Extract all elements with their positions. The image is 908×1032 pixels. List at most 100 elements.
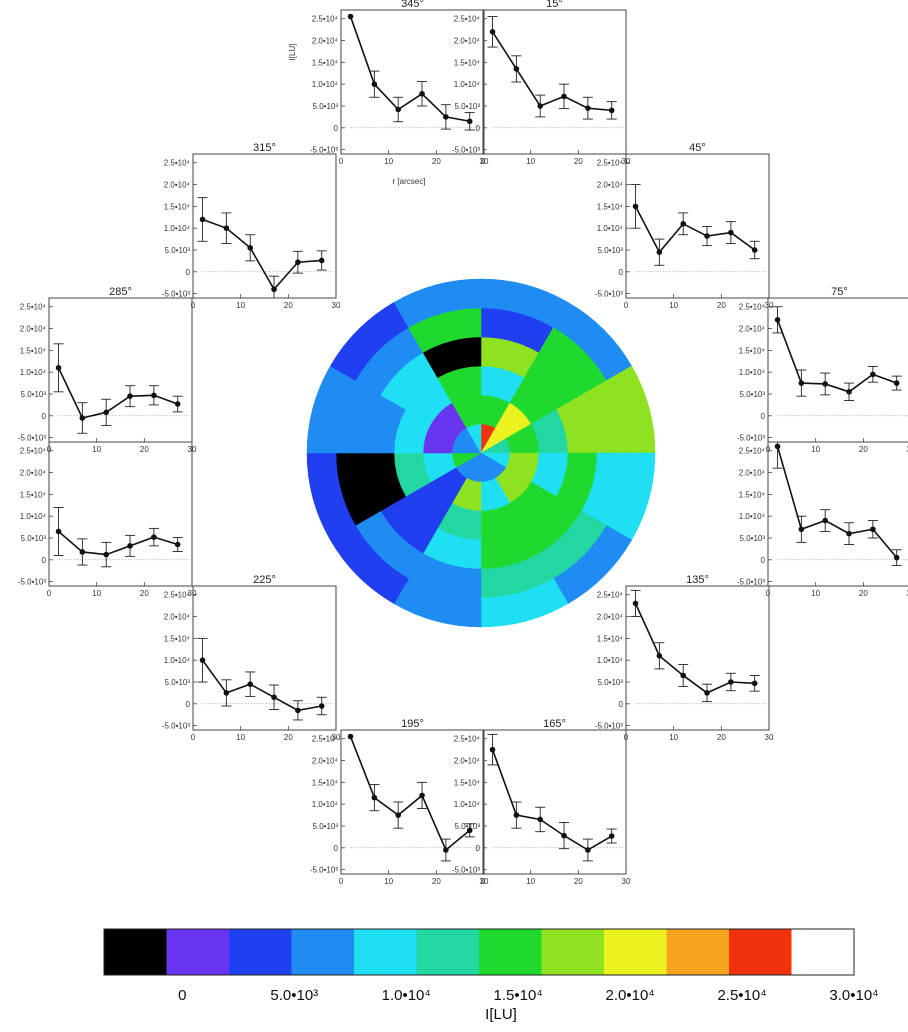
y-tick-label: 5.0•10³ [740,534,766,543]
colorbar-swatch [166,929,230,975]
x-tick-label: 20 [717,301,726,310]
x-tick-label: 10 [669,733,678,742]
profile-point [608,833,615,839]
x-tick-label: 30 [480,157,489,166]
profile-point [798,526,805,533]
y-tick-label: 0 [334,124,339,133]
y-tick-label: 2.0•10⁴ [20,469,47,478]
x-tick-label: 0 [624,301,629,310]
profile-point [561,832,567,839]
profile-line [776,319,897,393]
profile-panel-135: 2.5•10⁴2.0•10⁴1.5•10⁴1.0•10⁴5.0•10³0-5.0… [595,574,774,742]
y-tick-label: 1.5•10⁴ [454,778,481,787]
profile-point [295,707,301,714]
y-tick-label: 1.5•10⁴ [739,490,766,499]
profile-point [893,380,900,386]
colorbar-tick-label: 2.0•10⁴ [606,987,655,1004]
x-tick-label: 30 [188,589,197,598]
panel-title: 75° [831,286,848,298]
y-tick-label: 5.0•10³ [21,390,47,399]
x-tick-label: 10 [92,445,101,454]
profile-panel-315: 2.5•10⁴2.0•10⁴1.5•10⁴1.0•10⁴5.0•10³0-5.0… [162,142,341,310]
profile-point [656,653,663,659]
profile-point [728,229,734,236]
profile-point [751,680,758,687]
colorbar: 0 5.0•10³ 1.0•10⁴ 1.5•10⁴ 2.0•10⁴ 2.5•10⁴ 3.0•… [103,928,879,1023]
profile-data [197,197,327,298]
panel-frame [192,153,337,299]
profile-point [870,371,876,378]
y-tick-label: 2.0•10⁴ [20,325,47,334]
colorbar-swatch [229,929,292,975]
profile-panel-195: 2.5•10⁴2.0•10⁴1.5•10⁴1.0•10⁴5.0•10³0-5.0… [310,718,489,886]
y-tick-label: 1.0•10⁴ [164,224,191,233]
y-tick-label: -5.0•10³ [18,578,46,587]
profile-point [371,81,378,87]
y-tick-label: 2.5•10⁴ [454,15,481,24]
profile-data [772,442,902,566]
profile-line [202,218,322,291]
x-tick-label: 30 [765,733,774,742]
profile-point [127,393,133,399]
y-tick-label: 2.5•10⁴ [312,735,339,744]
x-tick-label: 10 [811,445,820,454]
y-tick-label: -5.0•10³ [737,578,765,587]
profile-point [318,257,325,264]
profile-point [513,66,520,72]
x-tick-label: 30 [907,445,908,454]
profile-point [656,249,663,255]
x-tick-label: 20 [859,445,868,454]
y-tick-label: 0 [42,556,47,565]
profile-point [443,847,449,853]
profile-point [151,392,157,399]
profile-data [772,306,902,401]
y-tick-label: 1.0•10⁴ [597,656,624,665]
x-tick-label: 0 [191,733,196,742]
profile-point [271,286,277,293]
x-tick-label: 10 [669,301,678,310]
panel-frame [340,9,485,155]
panel-title: 15° [546,0,563,10]
colorbar-swatch [791,929,855,975]
profile-point [728,679,734,685]
profile-point [151,534,157,540]
colorbar-swatch [541,929,605,975]
y-tick-label: 5.0•10³ [313,102,339,111]
profile-point [55,365,62,371]
y-tick-label: -5.0•10³ [737,434,765,443]
profile-point [489,29,496,35]
profile-point [103,409,109,416]
profile-point [680,672,686,679]
y-tick-label: 2.0•10⁴ [164,613,191,622]
profile-panel-225: 2.5•10⁴2.0•10⁴1.5•10⁴1.0•10⁴5.0•10³0-5.0… [162,574,341,742]
profile-point [347,13,354,20]
profile-point [537,816,543,823]
y-tick-label: 2.0•10⁴ [454,757,481,766]
x-tick-label: 30 [765,301,774,310]
y-tick-label: 5.0•10³ [598,678,624,687]
colorbar-tick-label: 5.0•10³ [270,987,318,1004]
y-tick-label: 1.0•10⁴ [20,368,47,377]
x-tick-label: 0 [339,877,344,886]
x-tick-label: 30 [188,445,197,454]
profile-point [822,381,828,387]
profile-line [349,16,470,123]
x-tick-label: 10 [384,157,393,166]
y-tick-label: 0 [761,556,766,565]
x-tick-label: 20 [574,157,583,166]
radial-profile-panels: 2.5•10⁴ 2.0•10⁴ 1.5•10⁴ 1.0•10⁴ 5.0•10³ 0 -5.0… [18,0,908,886]
x-tick-label: 10 [384,877,393,886]
y-tick-label: 2.5•10⁴ [454,735,481,744]
profile-point [199,216,206,223]
y-tick-label: 2.5•10⁴ [20,303,47,312]
profile-point [774,317,781,323]
colorbar-swatch [104,929,167,975]
x-tick-label: 20 [717,733,726,742]
profile-point [371,794,378,801]
y-tick-label: 2.5•10⁴ [164,591,191,600]
colorbar-swatch [416,929,480,975]
profile-point [561,93,567,100]
polar-cell-ring6-sector12 [393,278,482,328]
x-tick-label: 20 [140,589,149,598]
x-tick-label: 10 [92,589,101,598]
